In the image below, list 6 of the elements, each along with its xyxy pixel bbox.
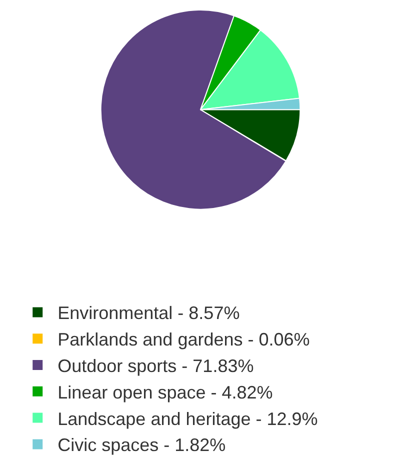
legend-label: Outdoor sports - 71.83%: [58, 356, 254, 376]
legend-label: Linear open space - 4.82%: [58, 382, 273, 402]
legend-label: Landscape and heritage - 12.9%: [58, 408, 318, 429]
legend-label: Civic spaces - 1.82%: [58, 435, 226, 456]
legend-label: Environmental - 8.57%: [58, 303, 240, 324]
legend-label: Parklands and gardens - 0.06%: [58, 330, 310, 350]
